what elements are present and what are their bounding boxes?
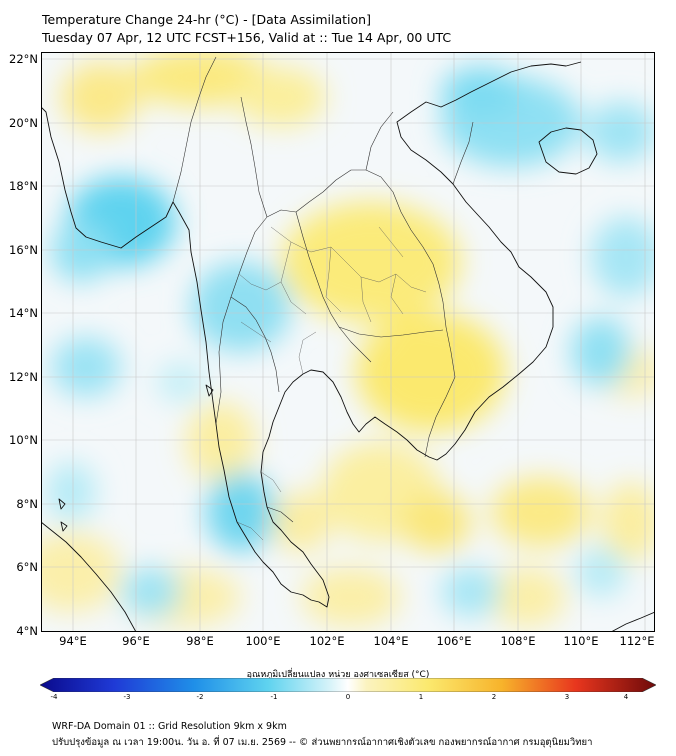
footer-model-info: WRF-DA Domain 01 :: Grid Resolution 9km … xyxy=(52,721,287,732)
colorbar-tick-0: 0 xyxy=(345,693,351,701)
lat-label-8n: 8°N xyxy=(16,497,38,511)
coastlines xyxy=(41,61,655,632)
colorbar-title: อุณหภูมิเปลี่ยนแปลง หน่วย องศาเซลเซียส (… xyxy=(246,670,430,680)
lat-label-10n: 10°N xyxy=(9,433,38,447)
mainland-coast xyxy=(41,61,582,608)
temperature-field xyxy=(41,52,655,627)
graticule xyxy=(41,52,655,632)
province-borders xyxy=(236,226,427,541)
lon-label-94e: 94°E xyxy=(59,634,87,648)
lon-label-102e: 102°E xyxy=(309,634,345,648)
hainan-coast xyxy=(538,127,598,175)
island-3 xyxy=(60,521,68,532)
lat-label-18n: 18°N xyxy=(9,179,38,193)
colorbar-tick-3: 3 xyxy=(564,693,570,701)
colorbar-tick-2: 2 xyxy=(491,693,497,701)
colorbar-tick-m1: -1 xyxy=(270,693,278,701)
sumatra-coast xyxy=(41,521,137,632)
map-border xyxy=(41,52,655,632)
borneo-coast xyxy=(610,611,655,632)
island-2 xyxy=(58,498,66,510)
colorbar-tick-m3: -3 xyxy=(123,693,131,701)
lat-label-16n: 16°N xyxy=(9,243,38,257)
lat-label-22n: 22°N xyxy=(9,52,38,66)
island-1 xyxy=(205,384,214,397)
lon-label-106e: 106°E xyxy=(436,634,472,648)
colorbar-bar xyxy=(40,678,656,692)
lon-label-100e: 100°E xyxy=(245,634,281,648)
lat-label-14n: 14°N xyxy=(9,306,38,320)
lon-label-112e: 112°E xyxy=(619,634,655,648)
country-borders xyxy=(172,56,474,523)
colorbar-tick-1: 1 xyxy=(418,693,424,701)
lon-label-108e: 108°E xyxy=(500,634,536,648)
lon-label-110e: 110°E xyxy=(563,634,599,648)
lon-label-104e: 104°E xyxy=(373,634,409,648)
colorbar xyxy=(40,678,656,692)
lon-label-98e: 98°E xyxy=(186,634,214,648)
lat-label-20n: 20°N xyxy=(9,116,38,130)
lat-label-6n: 6°N xyxy=(16,560,38,574)
footer-credit: ปรับปรุงข้อมูล ณ เวลา 19:00น. วัน อ. ที่… xyxy=(52,737,593,748)
temperature-change-map xyxy=(41,52,655,632)
colorbar-tick-4: 4 xyxy=(623,693,629,701)
colorbar-tick-m4: -4 xyxy=(50,693,58,701)
lat-label-4n: 4°N xyxy=(16,624,38,638)
map-title: Temperature Change 24-hr (°C) - [Data As… xyxy=(42,12,371,27)
map-subtitle: Tuesday 07 Apr, 12 UTC FCST+156, Valid a… xyxy=(42,30,452,45)
colorbar-tick-m2: -2 xyxy=(196,693,204,701)
lon-label-96e: 96°E xyxy=(122,634,150,648)
lat-label-12n: 12°N xyxy=(9,370,38,384)
